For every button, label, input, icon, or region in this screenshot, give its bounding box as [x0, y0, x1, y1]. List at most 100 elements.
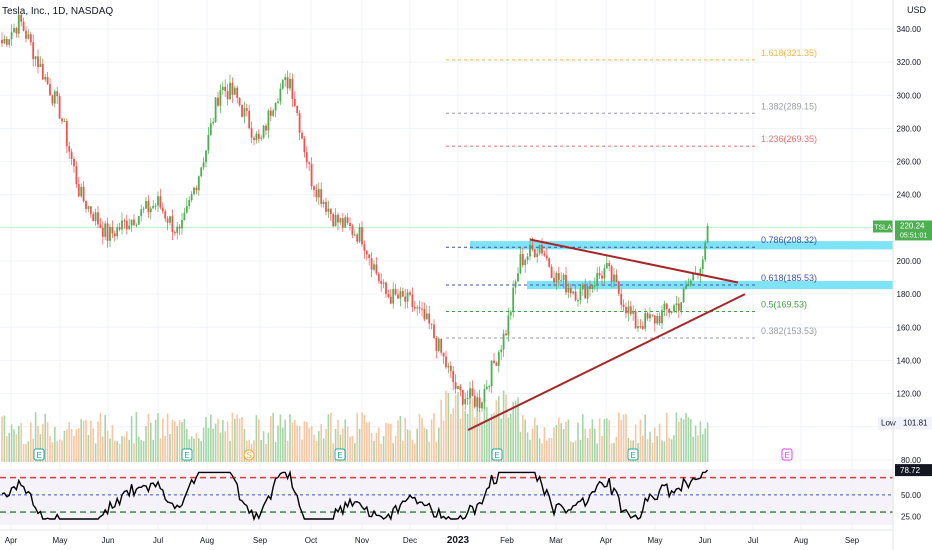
candle-body: [428, 313, 431, 324]
candle-body: [298, 113, 301, 133]
volume-bar: [241, 416, 243, 462]
candle-body: [569, 288, 572, 294]
volume-bar: [222, 419, 224, 462]
volume-bar: [20, 422, 22, 462]
candle-body: [538, 245, 541, 254]
volume-bar: [339, 434, 342, 462]
fib-level-label: 0.5(169.53): [761, 299, 807, 309]
volume-bar: [87, 434, 90, 462]
volume-bar: [649, 431, 651, 462]
candle-body: [116, 227, 119, 237]
candle-body: [277, 101, 279, 103]
candle-body: [265, 125, 267, 131]
volume-bar: [687, 417, 690, 462]
candle-body: [257, 133, 260, 139]
volume-bar: [279, 414, 282, 462]
candle-body: [536, 253, 539, 257]
volume-bar: [337, 419, 339, 462]
volume-bar: [27, 441, 30, 462]
volume-bar: [541, 443, 543, 462]
candle-body: [466, 397, 469, 399]
volume-bar: [366, 422, 368, 462]
candle-body: [202, 162, 205, 168]
fib-level-label: 0.786(208.32): [761, 235, 817, 245]
volume-bar: [615, 436, 618, 462]
volume-bar: [550, 438, 553, 462]
volume-bar: [471, 398, 474, 462]
volume-bar: [382, 436, 385, 462]
candle-body: [430, 323, 433, 325]
low-badge: [878, 416, 932, 430]
volume-bar: [236, 414, 238, 462]
volume-bar: [613, 442, 615, 462]
volume-bar: [514, 400, 517, 462]
price-tick: 340.00: [897, 25, 922, 34]
symbol-badge: [873, 220, 893, 233]
rsi-tick: 50.00: [901, 491, 922, 500]
volume-bar: [284, 419, 286, 462]
trendlines: [467, 238, 746, 431]
candle-body: [303, 138, 306, 153]
time-label: Oct: [305, 536, 318, 545]
volume-bar: [22, 443, 25, 462]
time-label: Feb: [500, 536, 514, 545]
candle-body: [553, 277, 555, 283]
candle-body: [680, 302, 683, 311]
volume-bar: [229, 440, 231, 462]
candle-body: [291, 78, 294, 99]
candle-body: [200, 167, 203, 177]
candle-body: [75, 166, 78, 185]
event-marker-label: E: [784, 451, 789, 460]
candle-body: [514, 281, 517, 288]
volume-bar: [498, 396, 500, 462]
candle-body: [375, 264, 378, 274]
volume-bar: [294, 419, 296, 462]
candle-body: [65, 121, 68, 147]
volume-bar: [61, 440, 63, 462]
volume-bar: [327, 414, 330, 462]
volume-bar: [560, 423, 562, 462]
candle-body: [159, 196, 162, 208]
volume-bar: [402, 440, 404, 462]
volume-bar: [6, 436, 8, 462]
candle-body: [560, 280, 563, 282]
candle-body: [99, 224, 102, 228]
volume-bar: [42, 423, 44, 462]
volume-bar: [114, 441, 116, 462]
volume-bar: [459, 418, 462, 462]
volume-bar: [457, 392, 459, 462]
candle-body: [471, 388, 474, 396]
volume-bar: [152, 439, 154, 462]
time-axis: Apr May Jun Jul Aug Sep Oct Nov Dec 2023 Feb Mar Apr…: [0, 0, 894, 550]
volume-bar: [231, 412, 234, 462]
volume-bar: [344, 419, 346, 462]
volume-bar: [361, 412, 363, 462]
candle-body: [502, 333, 505, 350]
candle-body: [82, 186, 85, 202]
volume-bar: [421, 418, 423, 462]
candle-body: [521, 254, 524, 266]
volume-bar: [265, 443, 267, 462]
volume-bar: [474, 417, 476, 462]
volume-bar: [500, 418, 502, 462]
volume-bar: [162, 418, 164, 462]
candle-body: [1, 39, 3, 44]
candle-body: [149, 208, 152, 213]
volume-bar: [166, 413, 169, 462]
candle-body: [121, 220, 123, 230]
volume-bar: [200, 440, 202, 462]
candle-body: [332, 214, 335, 227]
time-label: Sep: [845, 536, 860, 545]
candle-body: [579, 289, 582, 301]
volume-bar: [142, 441, 145, 462]
volume-bar: [610, 443, 613, 462]
candle-body: [327, 208, 330, 212]
volume-bar: [558, 417, 560, 462]
volume-bar: [584, 428, 586, 462]
candle-body: [363, 244, 366, 251]
candle-body: [34, 56, 37, 60]
volume-bar: [673, 435, 675, 462]
volume-bar: [663, 441, 666, 462]
volume-bar: [706, 422, 709, 462]
